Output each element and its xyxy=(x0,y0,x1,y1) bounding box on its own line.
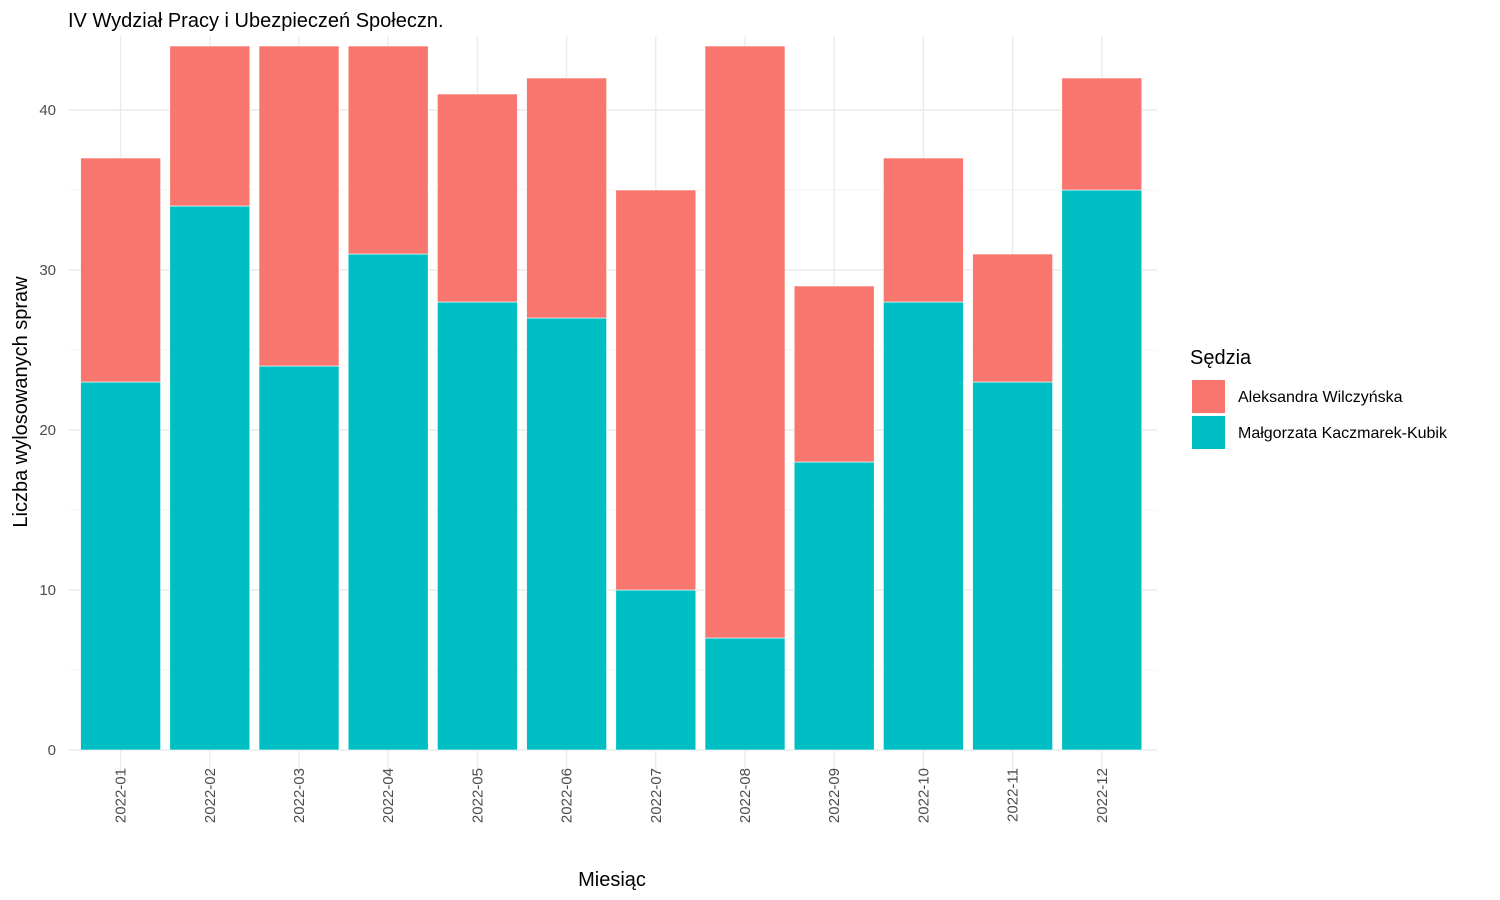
bar-segment-kaczmarek-kubik xyxy=(526,317,607,751)
legend-label: Małgorzata Kaczmarek-Kubik xyxy=(1238,425,1448,442)
x-tick-label: 2022-01 xyxy=(113,768,130,823)
bar-segment-kaczmarek-kubik xyxy=(615,589,697,751)
bar-segment-wilczynska xyxy=(80,157,161,383)
legend-entries: Aleksandra Wilczyńska Małgorzata Kaczmare… xyxy=(1192,380,1448,449)
bar-segment-wilczynska xyxy=(347,45,429,255)
y-tick-label: 30 xyxy=(39,262,56,279)
bar-segment-wilczynska xyxy=(704,45,786,639)
y-tick-labels: 0 10 20 30 40 xyxy=(39,102,56,759)
bar-segment-wilczynska xyxy=(972,253,1053,383)
x-tick-label: 2022-06 xyxy=(559,768,576,823)
x-tick-label: 2022-04 xyxy=(380,768,397,823)
legend-swatch xyxy=(1192,380,1225,413)
bar-segment-wilczynska xyxy=(258,45,340,367)
bar-segment-kaczmarek-kubik xyxy=(883,301,964,751)
x-tick-label: 2022-07 xyxy=(648,768,665,823)
bar-segment-kaczmarek-kubik xyxy=(972,381,1053,751)
bar-segment-wilczynska xyxy=(437,93,518,303)
chart-title: IV Wydział Pracy i Ubezpieczeń Społeczn. xyxy=(68,10,444,32)
y-axis-title: Liczba wylosowanych spraw xyxy=(10,276,32,528)
bar-segment-kaczmarek-kubik xyxy=(437,301,518,751)
legend-swatch xyxy=(1192,416,1225,449)
legend: Sędzia Aleksandra Wilczyńska Małgorzata K… xyxy=(1190,347,1448,449)
x-axis-title: Miesiąc xyxy=(578,869,646,891)
bar-segment-kaczmarek-kubik xyxy=(1061,189,1143,751)
x-tick-label: 2022-11 xyxy=(1005,768,1022,822)
bar-segment-kaczmarek-kubik xyxy=(704,637,786,751)
legend-label: Aleksandra Wilczyńska xyxy=(1238,389,1403,406)
x-tick-label: 2022-09 xyxy=(826,768,843,823)
x-tick-label: 2022-08 xyxy=(737,768,754,823)
bar-segment-kaczmarek-kubik xyxy=(169,205,251,751)
x-tick-label: 2022-12 xyxy=(1094,768,1111,823)
bar-segment-wilczynska xyxy=(793,285,875,463)
bar-segment-wilczynska xyxy=(883,157,964,303)
bar-segment-wilczynska xyxy=(526,77,607,319)
y-tick-label: 10 xyxy=(39,582,56,599)
bars xyxy=(80,45,1143,751)
bar-segment-kaczmarek-kubik xyxy=(793,461,875,751)
legend-title: Sędzia xyxy=(1190,347,1252,369)
x-tick-label: 2022-05 xyxy=(469,768,486,823)
bar-segment-wilczynska xyxy=(615,189,697,591)
x-tick-labels: 2022-01 2022-02 2022-03 2022-04 2022-05 2022-… xyxy=(113,768,1111,823)
x-tick-label: 2022-02 xyxy=(202,768,219,823)
y-tick-label: 20 xyxy=(39,422,56,439)
x-tick-label: 2022-10 xyxy=(915,768,932,823)
bar-segment-kaczmarek-kubik xyxy=(80,381,161,751)
x-tick-label: 2022-03 xyxy=(291,768,308,823)
y-tick-label: 0 xyxy=(48,742,56,759)
bar-segment-kaczmarek-kubik xyxy=(347,253,429,751)
y-tick-label: 40 xyxy=(39,102,56,119)
bar-segment-kaczmarek-kubik xyxy=(258,365,340,751)
bar-segment-wilczynska xyxy=(169,45,251,207)
bar-segment-wilczynska xyxy=(1061,77,1143,191)
